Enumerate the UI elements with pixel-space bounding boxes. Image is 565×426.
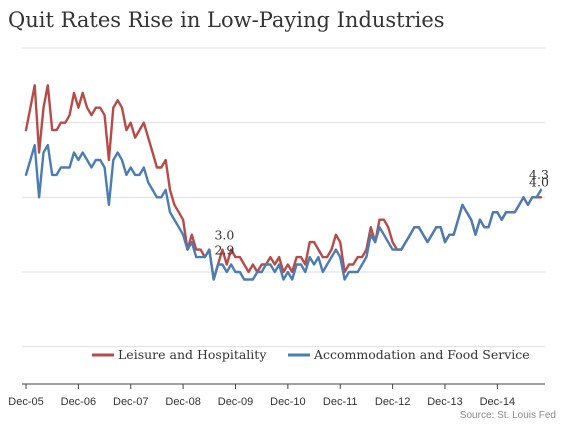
x-tick-label: Dec-10 bbox=[270, 396, 305, 408]
x-tick-label: Dec-06 bbox=[61, 396, 96, 408]
series-line-accommodation bbox=[24, 143, 543, 281]
annotation-low-leisure: 3.0 bbox=[214, 228, 234, 243]
annotation-low-accommodation: 2.9 bbox=[214, 243, 234, 258]
x-tick-label: Dec-14 bbox=[480, 396, 515, 408]
x-tick-label: Dec-12 bbox=[375, 396, 410, 408]
x-tick-label: Dec-05 bbox=[8, 396, 43, 408]
x-tick-label: Dec-08 bbox=[165, 396, 200, 408]
x-tick-label: Dec-07 bbox=[113, 396, 148, 408]
x-tick-label: Dec-11 bbox=[323, 396, 358, 408]
annotation-end-leisure: 4.0 bbox=[529, 174, 549, 189]
grid-lines bbox=[22, 47, 545, 348]
annotation-end-accommodation: 4.3 bbox=[529, 167, 549, 182]
source-note: Source: St. Louis Fed bbox=[460, 410, 556, 421]
chart-title: Quit Rates Rise in Low-Paying Industries bbox=[8, 8, 445, 32]
x-tick-label: Dec-09 bbox=[218, 396, 253, 408]
series-line-leisure bbox=[24, 84, 543, 281]
legend-label-accommodation: Accommodation and Food Service bbox=[313, 347, 530, 362]
plot-lines bbox=[24, 84, 543, 281]
annotations: 3.0 4.0 2.9 4.3 bbox=[214, 167, 549, 258]
legend: Leisure and Hospitality Accommodation an… bbox=[92, 347, 530, 362]
legend-label-leisure: Leisure and Hospitality bbox=[118, 347, 267, 362]
x-axis-ticks: Dec-05 Dec-06 Dec-07 Dec-08 Dec-09 Dec-10 Dec-… bbox=[8, 384, 515, 408]
x-tick-label: Dec-13 bbox=[427, 396, 462, 408]
